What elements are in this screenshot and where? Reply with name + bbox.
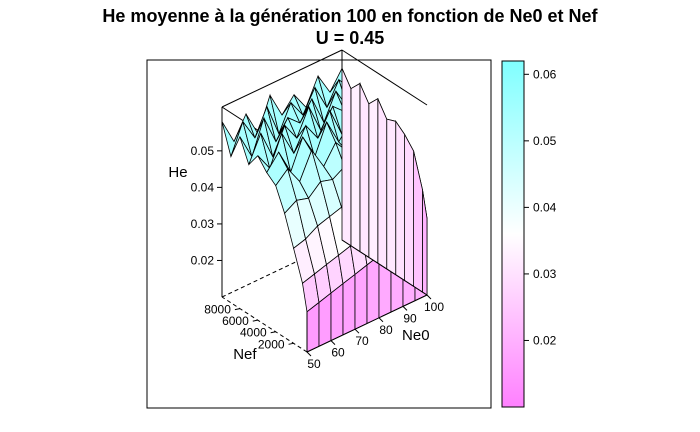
colorbar-tick-label: 0.05 xyxy=(533,134,557,148)
skirt-right-facet xyxy=(386,118,397,276)
y-axis-label: Nef xyxy=(233,346,257,363)
skirt-right-facet xyxy=(377,98,388,270)
skirt-front-facet xyxy=(342,273,356,336)
skirt-right-facet xyxy=(359,83,370,259)
x-tick-label: 50 xyxy=(307,357,321,371)
colorbar xyxy=(501,60,525,408)
y-tick xyxy=(288,342,294,345)
colorbar-tick-label: 0.04 xyxy=(533,200,557,214)
y-tick-label: 6000 xyxy=(222,314,249,328)
chart-subtitle: U = 0.45 xyxy=(315,28,385,48)
x-tick xyxy=(402,306,408,311)
box-edge-right-top xyxy=(341,49,428,106)
x-tick-label: 80 xyxy=(379,323,393,337)
skirt-right-facet xyxy=(422,189,428,296)
skirt-right-facet xyxy=(413,151,423,293)
chart-title: He moyenne à la génération 100 en foncti… xyxy=(102,6,598,26)
y-tick xyxy=(252,319,258,322)
z-tick-label: 0.04 xyxy=(191,180,215,194)
skirt-front-facet xyxy=(354,264,368,330)
z-tick-label: 0.02 xyxy=(191,253,215,267)
skirt-right-facet xyxy=(368,98,379,264)
y-tick-label: 8000 xyxy=(204,303,231,317)
box-edge-left-bottom xyxy=(221,296,308,353)
box-edge-back-bottom xyxy=(221,239,343,298)
x-tick xyxy=(378,317,384,323)
plot-panel-border xyxy=(146,59,492,409)
skirt-front-facet xyxy=(330,282,344,342)
y-tick xyxy=(234,308,240,311)
box-edge-front-bottom xyxy=(306,294,428,353)
x-tick xyxy=(330,340,336,345)
skirt-right-facet xyxy=(341,68,352,247)
skirt-right-facet xyxy=(395,119,406,282)
x-tick-label: 90 xyxy=(403,311,417,325)
x-axis-label: Ne0 xyxy=(402,327,430,344)
x-tick-label: 60 xyxy=(331,346,345,360)
skirt-right-facet xyxy=(404,134,415,288)
skirt-front-facet xyxy=(318,292,332,347)
x-tick xyxy=(306,351,312,357)
x-tick xyxy=(354,328,360,334)
skirt-front-facet xyxy=(366,254,380,325)
z-tick-label: 0.03 xyxy=(191,217,215,231)
z-tick-label: 0.05 xyxy=(191,144,215,158)
colorbar-tick-label: 0.06 xyxy=(533,67,557,81)
x-tick-label: 70 xyxy=(355,334,369,348)
x-tick-label: 100 xyxy=(424,300,444,314)
y-tick-label: 2000 xyxy=(258,337,285,351)
y-tick xyxy=(270,331,276,334)
skirt-right-facet xyxy=(350,82,361,253)
box-edge-back-top xyxy=(221,49,343,108)
y-tick-label: 4000 xyxy=(240,326,267,340)
colorbar-tick-label: 0.02 xyxy=(533,333,557,347)
box-edge-right-bottom xyxy=(341,239,428,296)
colorbar-tick-label: 0.03 xyxy=(533,267,557,281)
skirt-front-facet xyxy=(306,301,320,353)
x-tick xyxy=(426,294,432,300)
z-axis-label: He xyxy=(168,164,187,181)
